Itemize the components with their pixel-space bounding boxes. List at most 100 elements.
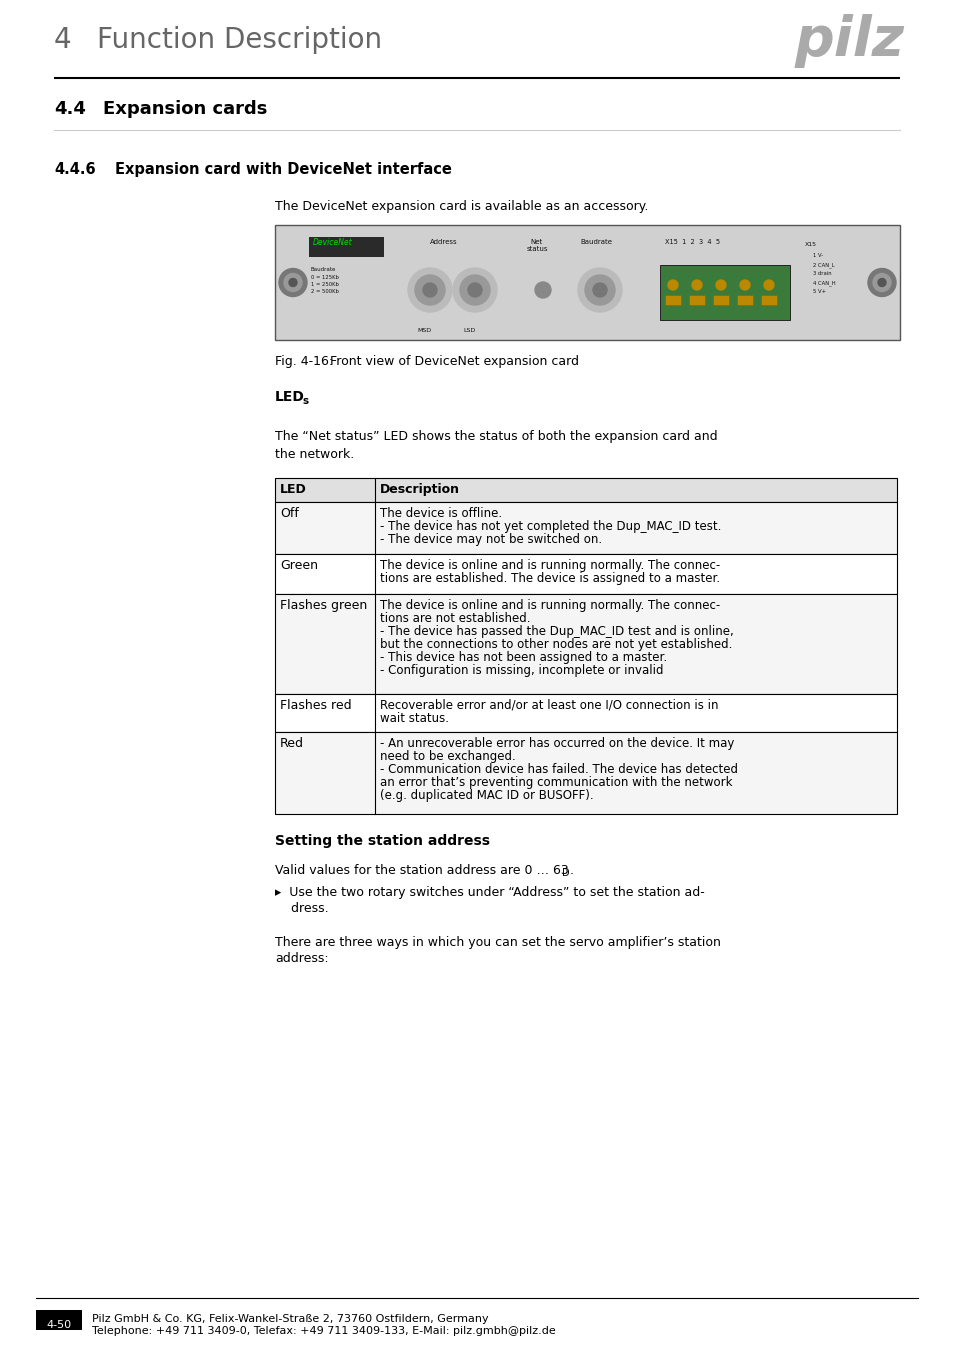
- Circle shape: [289, 278, 296, 286]
- Bar: [36, 1310, 82, 1330]
- Circle shape: [459, 275, 490, 305]
- Text: (e.g. duplicated MAC ID or BUSOFF).: (e.g. duplicated MAC ID or BUSOFF).: [379, 788, 593, 802]
- Circle shape: [584, 275, 615, 305]
- Text: 5 V+: 5 V+: [812, 289, 825, 294]
- Text: - The device has not yet completed the Dup_MAC_ID test.: - The device has not yet completed the D…: [379, 520, 720, 533]
- Text: need to be exchanged.: need to be exchanged.: [379, 751, 516, 763]
- Text: Net: Net: [530, 239, 541, 244]
- Text: Off: Off: [280, 508, 298, 520]
- Text: 4 CAN_H: 4 CAN_H: [812, 279, 835, 286]
- Bar: [659, 265, 789, 320]
- Text: Baudrate: Baudrate: [311, 267, 336, 271]
- Circle shape: [415, 275, 444, 305]
- Text: Address: Address: [430, 239, 457, 244]
- Circle shape: [468, 284, 481, 297]
- Circle shape: [872, 274, 890, 292]
- Text: 4-50: 4-50: [47, 1320, 71, 1330]
- Text: Recoverable error and/or at least one I/O connection is in: Recoverable error and/or at least one I/…: [379, 699, 718, 711]
- Text: Pilz GmbH & Co. KG, Felix-Wankel-Straße 2, 73760 Ostfildern, Germany: Pilz GmbH & Co. KG, Felix-Wankel-Straße …: [91, 1314, 488, 1324]
- Text: 1 = 250Kb: 1 = 250Kb: [311, 282, 338, 288]
- Circle shape: [716, 279, 725, 290]
- Circle shape: [408, 269, 452, 312]
- Text: .: .: [569, 864, 574, 878]
- Text: MSD: MSD: [416, 328, 431, 333]
- Text: Green: Green: [280, 559, 317, 572]
- Bar: [274, 502, 896, 554]
- Text: Function Description: Function Description: [97, 26, 382, 54]
- Text: LSD: LSD: [462, 328, 475, 333]
- Bar: [712, 296, 728, 305]
- Text: Baudrate: Baudrate: [579, 239, 612, 244]
- Text: an error that’s preventing communication with the network: an error that’s preventing communication…: [379, 776, 732, 788]
- Text: the network.: the network.: [274, 448, 354, 460]
- Circle shape: [535, 282, 551, 298]
- Text: 4: 4: [54, 26, 71, 54]
- Text: The device is offline.: The device is offline.: [379, 508, 501, 520]
- Text: tions are established. The device is assigned to a master.: tions are established. The device is ass…: [379, 572, 720, 585]
- Text: dress.: dress.: [274, 902, 328, 915]
- Text: Setting the station address: Setting the station address: [274, 834, 490, 848]
- Text: - An unrecoverable error has occurred on the device. It may: - An unrecoverable error has occurred on…: [379, 737, 734, 751]
- Circle shape: [453, 269, 497, 312]
- Text: 3 drain: 3 drain: [812, 271, 831, 275]
- Bar: [760, 296, 776, 305]
- Text: but the connections to other nodes are not yet established.: but the connections to other nodes are n…: [379, 639, 732, 651]
- Text: The device is online and is running normally. The connec-: The device is online and is running norm…: [379, 559, 720, 572]
- Text: LED: LED: [280, 483, 307, 495]
- Text: 1 V-: 1 V-: [812, 252, 822, 258]
- Text: ▸  Use the two rotary switches under “Address” to set the station ad-: ▸ Use the two rotary switches under “Add…: [274, 886, 704, 899]
- Text: - This device has not been assigned to a master.: - This device has not been assigned to a…: [379, 651, 666, 664]
- Circle shape: [278, 269, 307, 297]
- Text: - The device has passed the Dup_MAC_ID test and is online,: - The device has passed the Dup_MAC_ID t…: [379, 625, 733, 639]
- Text: The device is online and is running normally. The connec-: The device is online and is running norm…: [379, 599, 720, 612]
- Circle shape: [691, 279, 701, 290]
- Text: LED: LED: [274, 390, 305, 404]
- Bar: [274, 225, 899, 340]
- Text: s: s: [303, 396, 309, 406]
- Circle shape: [667, 279, 678, 290]
- Text: 4.4.6: 4.4.6: [54, 162, 95, 177]
- Bar: [274, 694, 896, 732]
- Text: Flashes green: Flashes green: [280, 599, 367, 612]
- Text: 0 = 125Kb: 0 = 125Kb: [311, 275, 338, 279]
- Bar: [688, 296, 704, 305]
- Text: status: status: [526, 246, 548, 252]
- Text: X15: X15: [804, 242, 816, 247]
- Text: 2 CAN_L: 2 CAN_L: [812, 262, 834, 267]
- Text: pilz: pilz: [794, 14, 904, 68]
- Text: The “Net status” LED shows the status of both the expansion card and: The “Net status” LED shows the status of…: [274, 431, 717, 443]
- Text: - Communication device has failed. The device has detected: - Communication device has failed. The d…: [379, 763, 738, 776]
- Text: 4.4: 4.4: [54, 100, 86, 117]
- Bar: [737, 296, 752, 305]
- Text: - Configuration is missing, incomplete or invalid: - Configuration is missing, incomplete o…: [379, 664, 662, 676]
- Text: D: D: [561, 868, 569, 878]
- Text: Flashes red: Flashes red: [280, 699, 352, 711]
- Text: Telephone: +49 711 3409-0, Telefax: +49 711 3409-133, E-Mail: pilz.gmbh@pilz.de: Telephone: +49 711 3409-0, Telefax: +49 …: [91, 1326, 556, 1336]
- Text: wait status.: wait status.: [379, 711, 449, 725]
- Bar: [309, 238, 384, 256]
- Circle shape: [578, 269, 621, 312]
- Text: Red: Red: [280, 737, 304, 751]
- Bar: [274, 732, 896, 814]
- Text: The DeviceNet expansion card is available as an accessory.: The DeviceNet expansion card is availabl…: [274, 200, 648, 213]
- Text: X15  1  2  3  4  5: X15 1 2 3 4 5: [664, 239, 720, 244]
- Text: There are three ways in which you can set the servo amplifier’s station: There are three ways in which you can se…: [274, 936, 720, 949]
- Text: Fig. 4-16:: Fig. 4-16:: [274, 355, 333, 369]
- Bar: [274, 554, 896, 594]
- Text: tions are not established.: tions are not established.: [379, 612, 530, 625]
- Text: Front view of DeviceNet expansion card: Front view of DeviceNet expansion card: [330, 355, 578, 369]
- Text: Expansion card with DeviceNet interface: Expansion card with DeviceNet interface: [115, 162, 452, 177]
- Circle shape: [763, 279, 773, 290]
- Bar: [664, 296, 680, 305]
- Circle shape: [877, 278, 885, 286]
- Text: DeviceNet: DeviceNet: [313, 238, 353, 247]
- Text: Valid values for the station address are 0 … 63: Valid values for the station address are…: [274, 864, 568, 878]
- Text: Description: Description: [379, 483, 459, 495]
- Bar: [274, 478, 896, 502]
- Circle shape: [740, 279, 749, 290]
- Text: address:: address:: [274, 952, 328, 965]
- Circle shape: [422, 284, 436, 297]
- Text: Expansion cards: Expansion cards: [103, 100, 267, 117]
- Text: - The device may not be switched on.: - The device may not be switched on.: [379, 533, 601, 545]
- Text: 2 = 500Kb: 2 = 500Kb: [311, 289, 338, 294]
